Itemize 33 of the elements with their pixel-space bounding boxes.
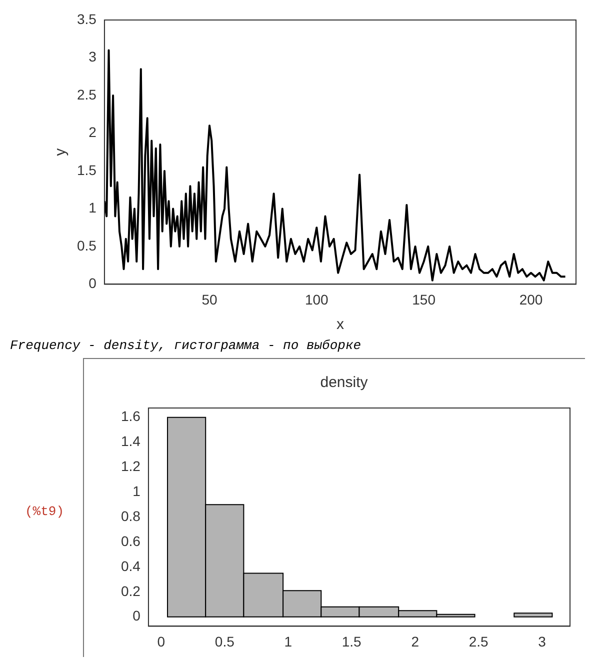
- x-tick-label: 0.5: [214, 633, 235, 650]
- y-tick-label: 0.5: [76, 237, 97, 254]
- y-tick-label: 2: [88, 124, 97, 140]
- y-tick-label: 1: [132, 483, 141, 500]
- text: (%t9): [25, 504, 64, 519]
- x-tick-label: 1: [284, 633, 292, 650]
- y-tick-label: 1.6: [120, 408, 141, 424]
- x-tick-label: 150: [412, 291, 436, 308]
- y-tick-label: 2.5: [76, 86, 97, 102]
- y-tick-label: 0.8: [120, 508, 141, 524]
- x-tick-label: 2: [411, 633, 420, 650]
- y-axis-title: y: [52, 148, 70, 156]
- y-tick-label: 0.2: [120, 582, 141, 599]
- x-tick-label: 0: [157, 633, 166, 650]
- y-tick-label: 1: [88, 200, 97, 216]
- chart-title: density: [320, 374, 368, 392]
- x-tick-label: 50: [202, 291, 218, 308]
- y-tick-label: 0.4: [120, 558, 141, 574]
- text: Frequency - density, гистограмма - по выборке: [10, 338, 362, 353]
- y-tick-label: 3.5: [76, 10, 97, 27]
- y-tick-label: 1.5: [76, 162, 97, 178]
- y-tick-label: 0.6: [120, 532, 141, 549]
- x-tick-label: 200: [519, 291, 543, 308]
- y-tick-label: 1.4: [120, 433, 141, 450]
- x-axis-title: x: [336, 316, 344, 334]
- y-tick-label: 3: [88, 48, 97, 65]
- x-tick-label: 1.5: [342, 633, 362, 650]
- y-tick-label: 0: [132, 608, 141, 624]
- x-tick-label: 100: [304, 291, 329, 308]
- y-tick-label: 0: [88, 275, 97, 292]
- x-tick-label: 3: [538, 633, 546, 650]
- x-tick-label: 2.5: [468, 633, 489, 650]
- y-tick-label: 1.2: [120, 458, 141, 474]
